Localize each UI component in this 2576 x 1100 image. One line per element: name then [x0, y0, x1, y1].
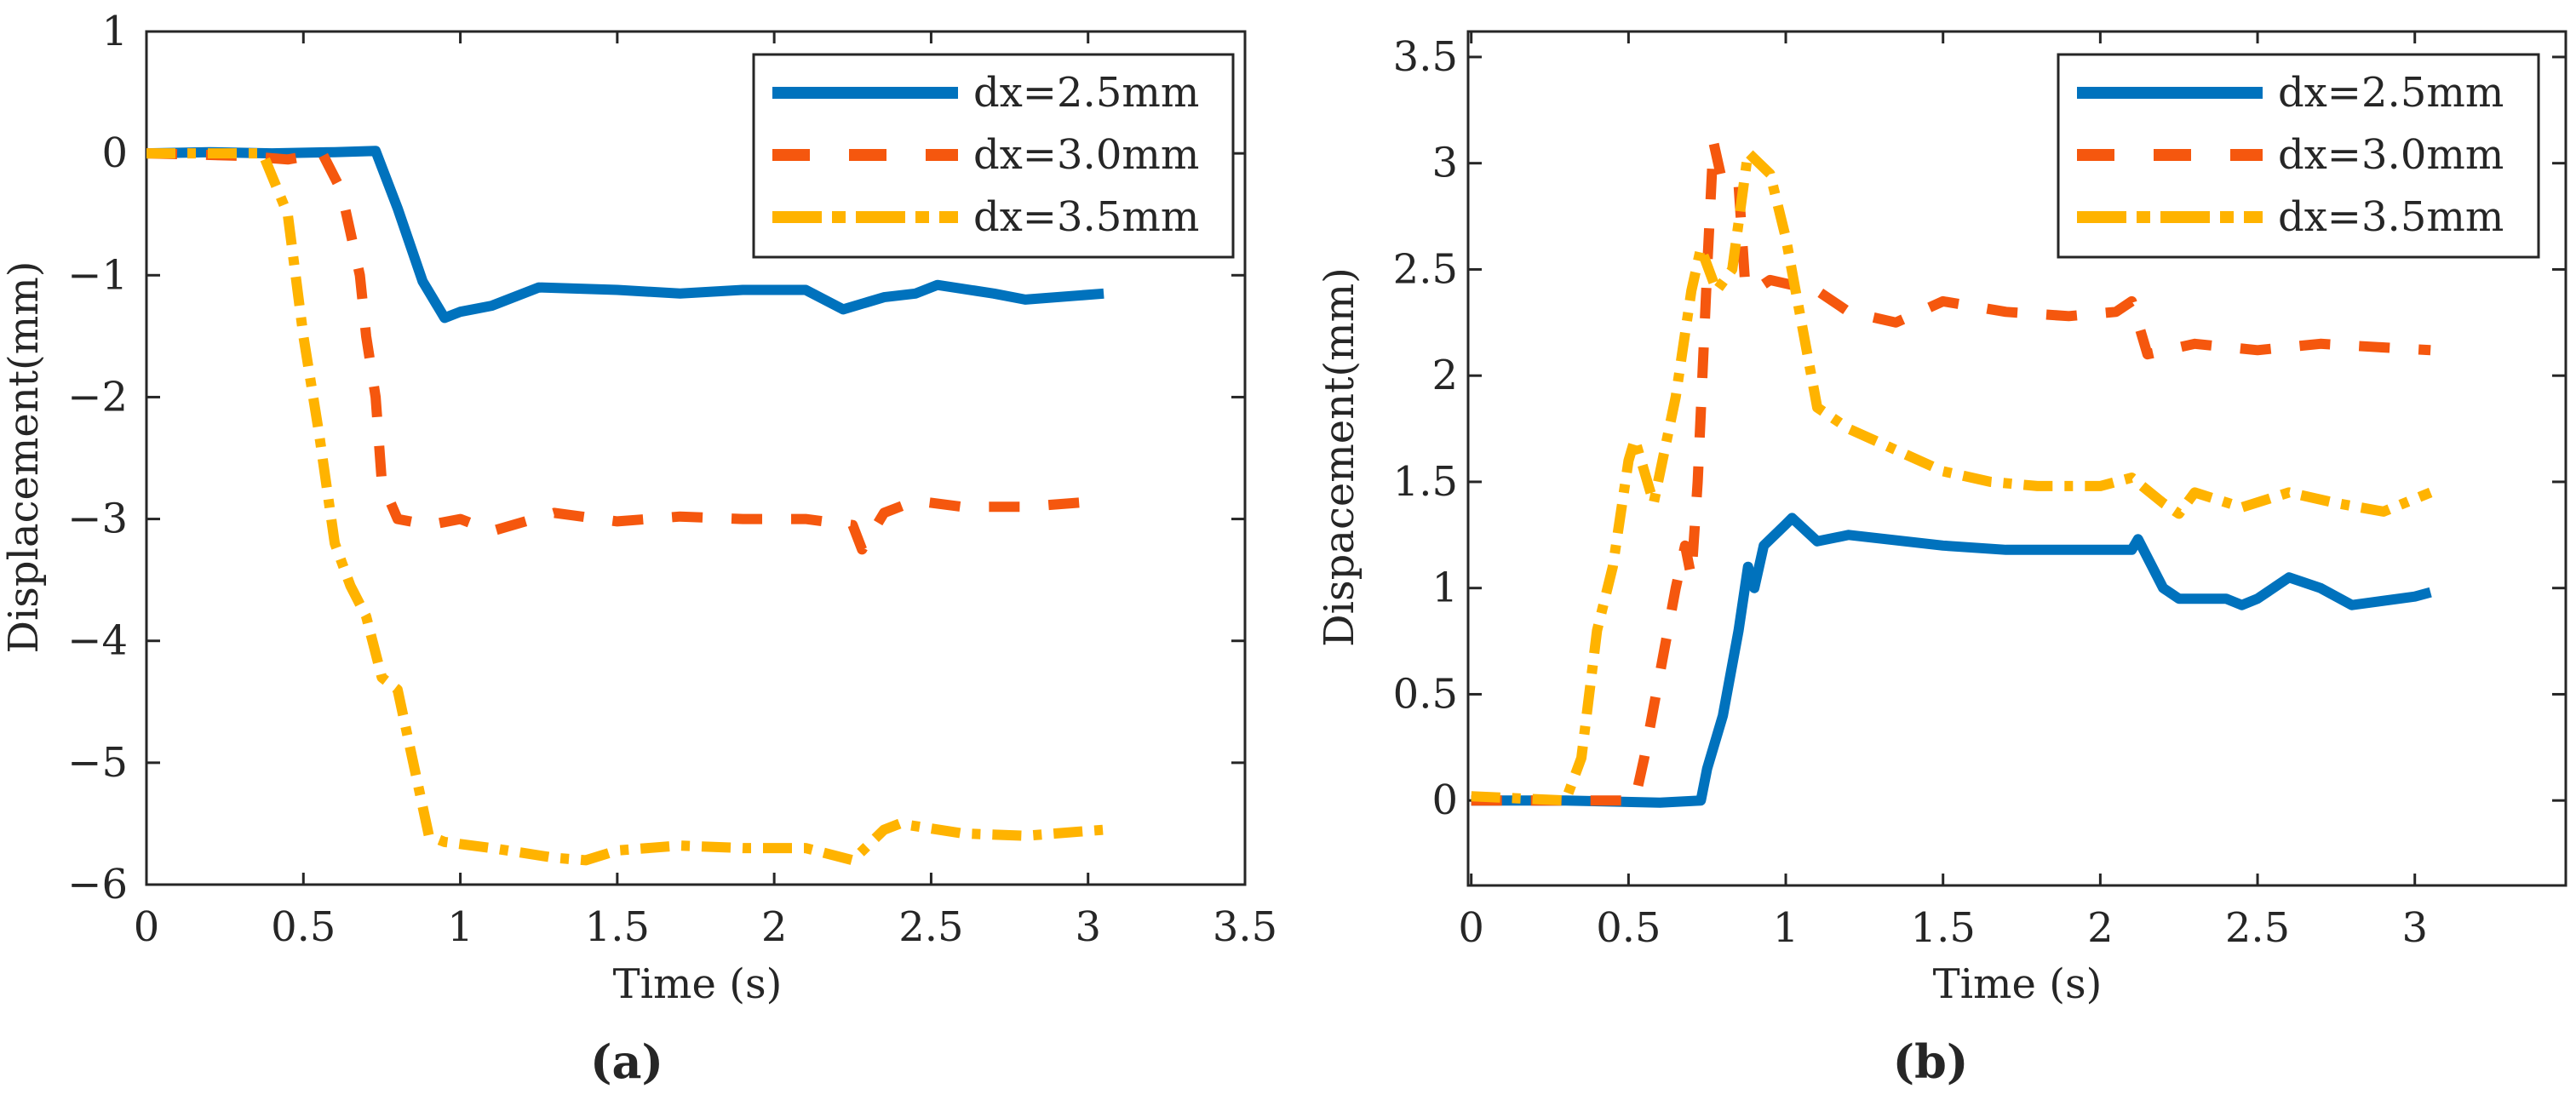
- y-tick-label: −2: [67, 373, 128, 421]
- legend: dx=2.5mm dx=3.0mm dx=3.5mm: [2057, 53, 2540, 259]
- x-tick-label: 0: [1458, 904, 1484, 952]
- y-tick-label: 2: [1431, 352, 1458, 399]
- x-tick-label: 2.5: [2225, 904, 2290, 952]
- y-tick-label: 1.5: [1393, 458, 1458, 506]
- y-tick-label: 1: [101, 8, 128, 55]
- x-tick-label: 2: [2087, 904, 2114, 952]
- panel-b: 0 0.5 1 1.5 2 2.5 300.511.522.533.5dx=2.5mmdx=…: [1316, 30, 2567, 1089]
- series-line-1: [1471, 513, 2432, 808]
- series-line-3: [146, 148, 1104, 866]
- y-tick-label: 3: [1431, 140, 1458, 187]
- y-axis-label: Dispacement(mm): [1316, 267, 1363, 647]
- y-tick-label: −1: [67, 251, 128, 299]
- legend-label: dx=3.5mm: [973, 193, 1199, 241]
- x-tick-label: 3.5: [1213, 903, 1277, 951]
- x-tick-label: 1: [1773, 904, 1799, 952]
- y-tick-label: −5: [67, 739, 128, 787]
- x-tick-label: 1.5: [1911, 904, 1976, 952]
- y-tick-label: 0.5: [1393, 670, 1458, 718]
- y-axis-label: Displacement(mm): [0, 261, 48, 653]
- y-tick-label: 0: [101, 129, 128, 177]
- series-line-1: [146, 146, 1104, 324]
- x-tick-label: 2: [761, 903, 788, 951]
- x-tick-label: 0.5: [1596, 904, 1661, 952]
- y-tick-label: 1: [1431, 564, 1458, 612]
- series-line-2: [146, 148, 1104, 555]
- series-line-3: [1471, 147, 2433, 806]
- legend-label: dx=3.5mm: [2278, 193, 2504, 241]
- panel-label: (b): [1893, 1034, 1969, 1089]
- legend: dx=2.5mm dx=3.0mm dx=3.5mm: [752, 53, 1235, 259]
- x-tick-label: 2.5: [898, 903, 963, 951]
- x-tick-label: 1: [447, 903, 473, 951]
- x-axis-label: Time (s): [613, 960, 783, 1008]
- y-tick-label: −3: [67, 496, 128, 543]
- x-tick-label: 3: [2401, 904, 2428, 952]
- y-tick-label: 3.5: [1393, 33, 1458, 81]
- legend-label: dx=2.5mm: [2278, 69, 2504, 117]
- panel-label: (a): [590, 1034, 663, 1089]
- x-tick-label: 3: [1075, 903, 1101, 951]
- y-tick-label: 2.5: [1393, 245, 1458, 293]
- legend-label: dx=2.5mm: [973, 69, 1199, 117]
- x-tick-label: 0: [134, 903, 160, 951]
- x-tick-label: 0.5: [271, 903, 336, 951]
- panel-a: 0 0.5 1 1.5 2 2.5 3 3.510−1−2−3−4−5−6dx=2.5mmdx…: [0, 8, 1277, 1089]
- legend-label: dx=3.0mm: [973, 131, 1199, 179]
- legend-label: dx=3.0mm: [2278, 131, 2504, 179]
- y-tick-label: 0: [1431, 776, 1458, 824]
- y-tick-label: −4: [67, 617, 128, 665]
- y-tick-label: −6: [67, 861, 128, 908]
- x-axis-label: Time (s): [1933, 960, 2103, 1008]
- x-tick-label: 1.5: [585, 903, 650, 951]
